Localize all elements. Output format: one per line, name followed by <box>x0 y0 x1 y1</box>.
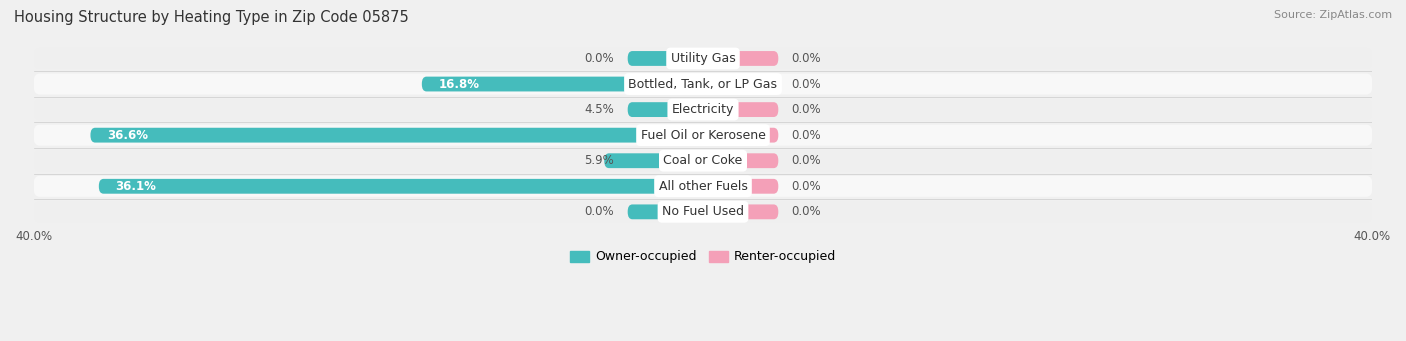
FancyBboxPatch shape <box>703 153 779 168</box>
Text: 4.5%: 4.5% <box>585 103 614 116</box>
Text: 0.0%: 0.0% <box>585 205 614 218</box>
FancyBboxPatch shape <box>34 99 1372 120</box>
FancyBboxPatch shape <box>98 179 703 194</box>
Text: 16.8%: 16.8% <box>439 77 479 90</box>
FancyBboxPatch shape <box>605 153 703 168</box>
FancyBboxPatch shape <box>422 77 703 91</box>
Text: 0.0%: 0.0% <box>585 52 614 65</box>
FancyBboxPatch shape <box>703 77 779 91</box>
Text: 0.0%: 0.0% <box>792 103 821 116</box>
Text: 5.9%: 5.9% <box>585 154 614 167</box>
Text: Source: ZipAtlas.com: Source: ZipAtlas.com <box>1274 10 1392 20</box>
Text: 0.0%: 0.0% <box>792 52 821 65</box>
Text: 0.0%: 0.0% <box>792 77 821 90</box>
FancyBboxPatch shape <box>90 128 703 143</box>
FancyBboxPatch shape <box>703 51 779 66</box>
FancyBboxPatch shape <box>34 202 1372 222</box>
Text: 0.0%: 0.0% <box>792 205 821 218</box>
FancyBboxPatch shape <box>34 48 1372 69</box>
FancyBboxPatch shape <box>703 205 779 219</box>
FancyBboxPatch shape <box>34 125 1372 146</box>
Text: Electricity: Electricity <box>672 103 734 116</box>
Text: Utility Gas: Utility Gas <box>671 52 735 65</box>
FancyBboxPatch shape <box>627 51 703 66</box>
Text: 0.0%: 0.0% <box>792 154 821 167</box>
FancyBboxPatch shape <box>34 150 1372 171</box>
FancyBboxPatch shape <box>34 74 1372 94</box>
Text: 0.0%: 0.0% <box>792 129 821 142</box>
Text: Fuel Oil or Kerosene: Fuel Oil or Kerosene <box>641 129 765 142</box>
Text: Housing Structure by Heating Type in Zip Code 05875: Housing Structure by Heating Type in Zip… <box>14 10 409 25</box>
FancyBboxPatch shape <box>627 102 703 117</box>
Text: Bottled, Tank, or LP Gas: Bottled, Tank, or LP Gas <box>628 77 778 90</box>
Text: 36.6%: 36.6% <box>107 129 148 142</box>
FancyBboxPatch shape <box>703 102 779 117</box>
Text: 0.0%: 0.0% <box>792 180 821 193</box>
FancyBboxPatch shape <box>627 205 703 219</box>
Legend: Owner-occupied, Renter-occupied: Owner-occupied, Renter-occupied <box>565 246 841 268</box>
Text: 36.1%: 36.1% <box>115 180 156 193</box>
Text: No Fuel Used: No Fuel Used <box>662 205 744 218</box>
FancyBboxPatch shape <box>34 176 1372 197</box>
FancyBboxPatch shape <box>703 128 779 143</box>
Text: Coal or Coke: Coal or Coke <box>664 154 742 167</box>
Text: All other Fuels: All other Fuels <box>658 180 748 193</box>
FancyBboxPatch shape <box>703 179 779 194</box>
